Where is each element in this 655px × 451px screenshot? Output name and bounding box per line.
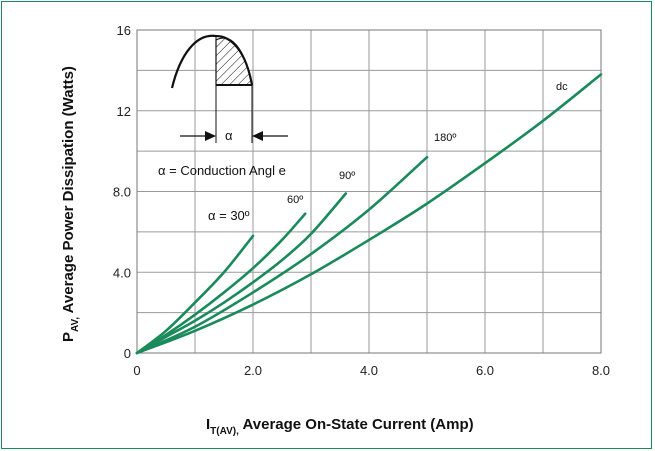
- y-tick-label: 8.0: [113, 185, 131, 200]
- curve-label-dc: dc: [556, 81, 568, 93]
- series-line: [135, 212, 307, 355]
- series-line: [135, 155, 429, 355]
- series-line: [135, 234, 255, 355]
- curve-label-30: α = 30º: [208, 208, 250, 223]
- curve-label-180: 180º: [434, 132, 456, 144]
- curve-label-60: 60º: [287, 194, 303, 206]
- conduction-angle-inset: α: [170, 34, 288, 143]
- left-arrow-head: [205, 131, 216, 141]
- sine-wave-outline: [170, 34, 254, 89]
- y-tick-label: 4.0: [113, 265, 131, 280]
- x-tick-label: 0: [133, 363, 140, 378]
- y-tick-label: 12: [117, 104, 131, 119]
- plot-area-border: [136, 29, 602, 354]
- curves: [135, 73, 603, 355]
- series-line: [135, 192, 348, 355]
- x-axis-title-main: I: [206, 416, 210, 433]
- y-axis-title-rest: Average Power Dissipation (Watts): [60, 66, 77, 317]
- y-tick-label: 16: [117, 23, 131, 38]
- y-axis-title: PAV, Average Power Dissipation (Watts): [60, 66, 81, 342]
- curve-label-90: 90º: [339, 170, 355, 182]
- x-tick-label: 4.0: [360, 363, 378, 378]
- x-tick-label: 8.0: [592, 363, 610, 378]
- x-axis-title-sub: T(AV),: [210, 426, 239, 437]
- grid-lines: [136, 29, 602, 354]
- y-tick-label: 0: [124, 346, 131, 361]
- y-axis-title-main: P: [60, 332, 77, 342]
- right-arrow-head: [252, 131, 263, 141]
- inset-alpha-label: α: [225, 128, 233, 143]
- series-line: [135, 73, 603, 355]
- x-axis-title: IT(AV), Average On-State Current (Amp): [206, 416, 474, 437]
- x-axis-title-rest: Average On-State Current (Amp): [239, 416, 474, 433]
- x-tick-label: 6.0: [476, 363, 494, 378]
- tick-labels: 0 2.0 4.0 6.0 8.0 0 4.0 8.0 12 16: [113, 23, 610, 378]
- conduction-angle-label: α = Conduction Angl e: [158, 163, 286, 178]
- x-tick-label: 2.0: [244, 363, 262, 378]
- y-axis-title-sub: AV,: [70, 317, 81, 332]
